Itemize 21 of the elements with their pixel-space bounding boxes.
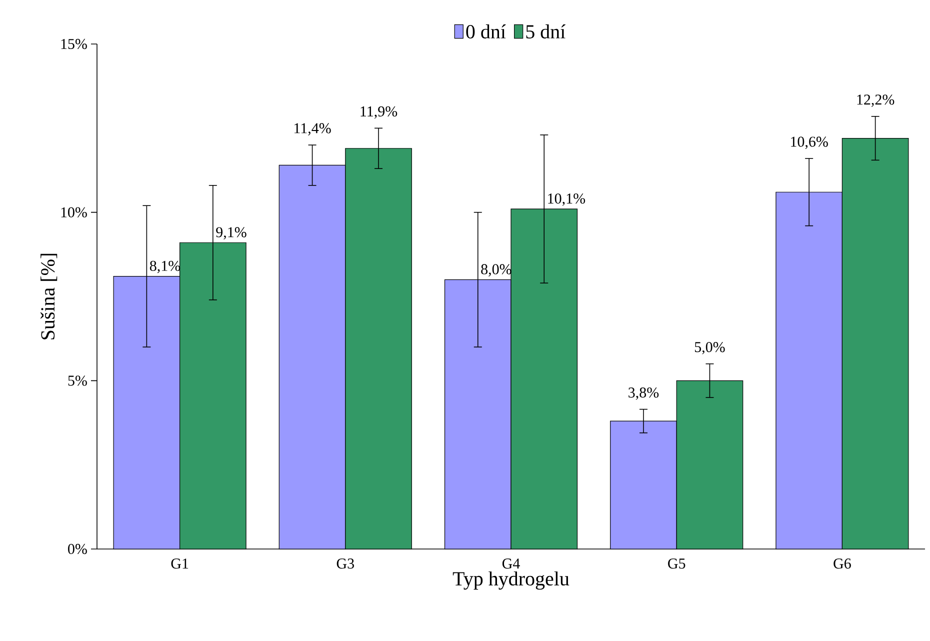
legend-label: 0 dní [466,24,506,38]
data-label: 11,4% [294,123,331,136]
y-tick-label: 5% [68,376,87,386]
data-label: 3,8% [628,387,659,400]
data-label: 12,2% [857,94,894,107]
legend-label: 5 dní [526,24,566,38]
x-tick-label: G1 [171,558,188,569]
y-tick-label: 15% [61,38,87,50]
y-axis-title: Sušina [%] [40,254,58,340]
y-tick-label: 0% [68,544,87,554]
data-label: 5,0% [694,342,725,354]
data-label: 10,1% [548,193,586,206]
x-axis-title: Typ hydrogelu [452,571,570,590]
x-tick-label: G3 [336,558,354,569]
y-tick-label: 10% [61,207,87,218]
data-label: 10,6% [791,136,828,149]
data-label: 11,9% [360,106,398,119]
data-label: 9,1% [216,227,246,240]
x-tick-label: G5 [668,558,686,569]
x-tick-label: G6 [834,558,851,569]
x-tick-label: G4 [502,558,520,569]
